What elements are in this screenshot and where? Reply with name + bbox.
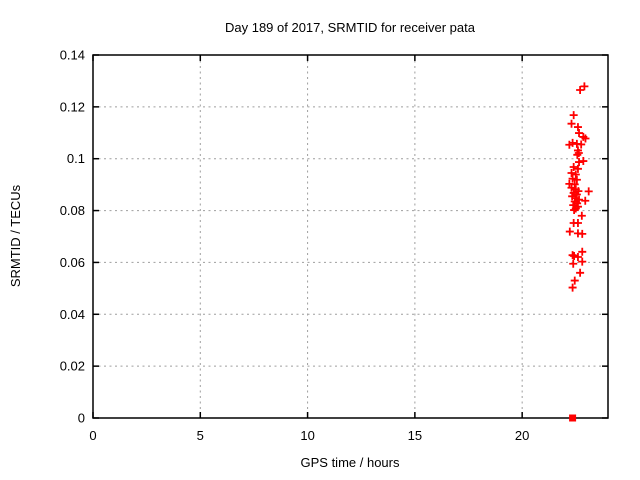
data-point-plus xyxy=(569,259,578,268)
data-point-plus xyxy=(578,257,587,266)
data-point-plus xyxy=(578,247,587,256)
x-tick-label: 0 xyxy=(89,428,96,443)
data-point-plus xyxy=(573,123,582,132)
x-axis-label: GPS time / hours xyxy=(301,455,400,470)
data-point-plus xyxy=(567,168,576,177)
data-point-plus xyxy=(584,187,593,196)
data-point-plus xyxy=(571,170,580,179)
data-point-plus xyxy=(565,227,574,236)
data-point-plus xyxy=(580,82,589,91)
data-point-plus xyxy=(573,150,582,159)
x-tick-label: 20 xyxy=(515,428,529,443)
x-tick-label: 10 xyxy=(300,428,314,443)
data-point-plus xyxy=(573,252,582,261)
data-point-plus xyxy=(567,119,576,128)
data-point-plus xyxy=(572,190,581,199)
data-point-plus xyxy=(578,229,587,238)
data-point-plus xyxy=(570,276,579,285)
data-point-plus xyxy=(581,196,590,205)
data-point-plus xyxy=(568,174,577,183)
data-point-plus xyxy=(573,219,582,228)
data-point-plus xyxy=(572,175,581,184)
y-tick-label: 0.12 xyxy=(60,99,85,114)
data-point-plus xyxy=(570,251,579,260)
y-tick-label: 0 xyxy=(78,411,85,426)
chart-title: Day 189 of 2017, SRMTID for receiver pat… xyxy=(225,20,476,35)
x-tick-label: 5 xyxy=(197,428,204,443)
data-point-plus xyxy=(577,211,586,220)
data-point-plus xyxy=(576,86,585,95)
data-point-plus xyxy=(577,140,586,149)
data-point-plus xyxy=(575,129,584,138)
y-tick-label: 0.02 xyxy=(60,359,85,374)
data-point-plus xyxy=(571,204,580,213)
data-point-plus xyxy=(576,268,585,277)
data-point-square xyxy=(569,414,577,422)
x-tick-label: 15 xyxy=(408,428,422,443)
data-point-plus xyxy=(581,134,590,143)
y-tick-label: 0.1 xyxy=(67,151,85,166)
data-point-plus xyxy=(570,206,579,215)
y-tick-label: 0.14 xyxy=(60,48,85,63)
plot-border xyxy=(92,54,609,419)
y-tick-label: 0.08 xyxy=(60,203,85,218)
y-axis-label: SRMTID / TECUs xyxy=(8,184,23,287)
data-point-plus xyxy=(568,283,577,292)
data-point-plus xyxy=(569,111,578,120)
data-point-plus xyxy=(565,140,574,149)
data-point-plus xyxy=(569,163,578,172)
data-point-plus xyxy=(575,158,584,167)
y-tick-label: 0.06 xyxy=(60,255,85,270)
data-point-plus xyxy=(573,164,582,173)
data-point-plus xyxy=(567,183,576,192)
data-point-plus xyxy=(579,157,588,166)
y-tick-label: 0.04 xyxy=(60,307,85,322)
